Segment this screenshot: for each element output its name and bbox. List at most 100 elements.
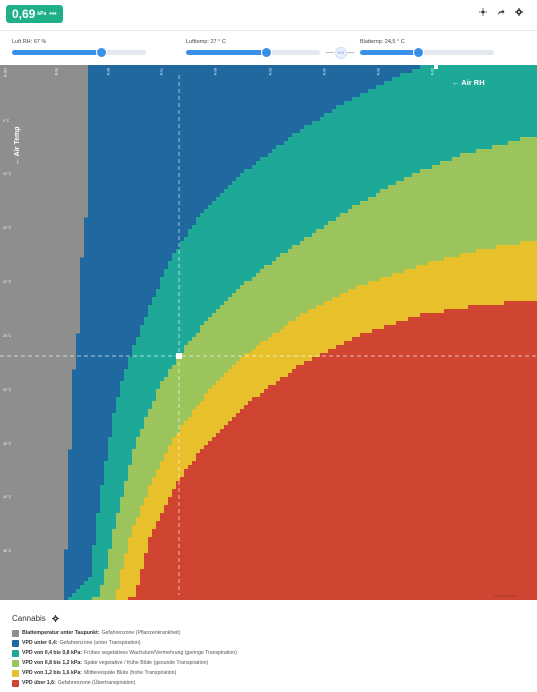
zone-below-dew-cell (0, 429, 72, 434)
zone-below-dew-cell (0, 301, 80, 306)
leaf-temp-slider[interactable] (360, 48, 494, 57)
zone-below-dew-cell (0, 353, 76, 358)
vpd-chart[interactable]: 100 % 90 % 80 % 70 % 60 % 50 % 40 % 30 % 20 % 5 … (0, 65, 537, 600)
zone-below-dew-cell (0, 177, 88, 182)
zone-below-dew-cell (0, 277, 80, 282)
legend-item-key: VPD über 1,6: (22, 680, 56, 686)
zone-over-16-cell (528, 301, 533, 600)
vpd-badge[interactable]: 0,69 kPa ••• (6, 5, 63, 23)
zone-below-dew-cell (0, 109, 88, 114)
zone-below-dew-cell (0, 529, 68, 534)
zone-below-dew-cell (0, 121, 88, 126)
zone-over-16-cell (524, 301, 529, 600)
air-temp-slider[interactable] (186, 48, 320, 57)
leaf-temp-slider-knob[interactable] (414, 48, 424, 57)
zone-below-dew-cell (0, 453, 68, 458)
legend-settings-gear-icon[interactable] (51, 615, 59, 622)
chart-watermark: vpd-calculator (494, 594, 517, 598)
zone-over-16-cell (380, 329, 385, 600)
x-tick-label: 50 % (268, 68, 272, 75)
zone-below-dew-cell (0, 561, 64, 566)
zone-over-16-cell (204, 445, 209, 600)
legend-item-text: Gefahrenzone (Übertranspiration) (57, 680, 136, 686)
zone-04-08-cell (80, 585, 85, 600)
x-tick-label: 60 % (213, 68, 217, 75)
zone-below-dew-cell (0, 189, 88, 194)
vpd-heatmap[interactable]: 100 % 90 % 80 % 70 % 60 % 50 % 40 % 30 % 20 % 5 … (0, 65, 537, 600)
zone-below-dew-cell (0, 257, 80, 262)
zone-below-dew-cell (0, 597, 64, 600)
zone-over-16-cell (260, 393, 265, 600)
air-temp-slider-fill (186, 50, 267, 55)
zone-04-08-cell (100, 485, 105, 600)
zone-below-dew-cell (0, 465, 68, 470)
zone-over-16-cell (152, 529, 157, 600)
zone-over-16-cell (424, 313, 429, 600)
zone-below-dew-cell (0, 425, 72, 430)
zone-below-dew-cell (0, 421, 72, 426)
zone-over-16-cell (212, 437, 217, 600)
zone-below-dew-cell (0, 149, 88, 154)
zone-below-dew-cell (0, 501, 68, 506)
zone-over-16-cell (240, 409, 245, 600)
zone-below-dew-cell (0, 89, 88, 94)
zone-04-08-cell (72, 593, 77, 600)
zone-over-16-cell (128, 597, 133, 600)
zone-below-dew-cell (0, 229, 84, 234)
zone-over-16-cell (376, 329, 381, 600)
zone-over-16-cell (232, 417, 237, 600)
settings-gear-icon[interactable] (515, 8, 523, 16)
zone-over-16-cell (164, 505, 169, 600)
link-toggle[interactable]: 0 D (326, 47, 354, 59)
zone-below-dew-cell (0, 461, 68, 466)
zone-over-16-cell (388, 325, 393, 600)
zone-below-dew-cell (0, 565, 64, 570)
zone-below-dew-cell (0, 361, 76, 366)
zone-over-16-cell (468, 305, 473, 600)
zone-below-dew-cell (0, 485, 68, 490)
crosshair-icon[interactable] (479, 8, 487, 16)
zone-below-dew-cell (0, 409, 72, 414)
zone-below-dew-cell (0, 517, 68, 522)
zone-below-dew-cell (0, 509, 68, 514)
zone-below-dew-cell (0, 393, 72, 398)
y-tick-label: 25 °C (3, 334, 12, 338)
zone-below-dew-cell (0, 345, 76, 350)
zone-08-12-cell (96, 597, 101, 600)
zone-over-16-cell (224, 425, 229, 600)
zone-over-16-cell (444, 309, 449, 600)
legend-item-key: VPD von 1,2 bis 1,6 kPa: (22, 670, 82, 676)
zone-12-16-cell (116, 589, 121, 600)
zone-12-16-cell (132, 525, 137, 600)
zone-below-dew-cell (0, 169, 88, 174)
zone-over-16-cell (284, 377, 289, 600)
zone-below-dew-cell (0, 237, 84, 242)
zone-over-16-cell (268, 385, 273, 600)
zone-below-dew-cell (0, 321, 80, 326)
legend-item-text: Frühes vegetatives Wachstum/Vermehrung (… (83, 650, 237, 656)
air-temp-slider-knob[interactable] (261, 48, 271, 57)
zone-below-dew-cell (0, 401, 72, 406)
zone-over-16-cell (276, 381, 281, 600)
zone-over-16-cell (508, 301, 513, 600)
share-icon[interactable] (497, 8, 505, 16)
zone-below-dew-cell (0, 593, 64, 598)
vpd-unit: kPa (37, 11, 47, 17)
rh-slider[interactable] (12, 48, 146, 57)
zone-over-16-cell (316, 357, 321, 600)
badge-menu-icon[interactable]: ••• (49, 10, 57, 18)
legend-swatch (12, 679, 19, 687)
current-point-marker[interactable] (176, 353, 182, 359)
x-tick-label: 70 % (159, 68, 163, 75)
zone-over-16-cell (184, 469, 189, 600)
zone-below-dew-cell (0, 549, 64, 554)
zone-04-08-cell (84, 581, 89, 600)
zone-below-dew-cell (0, 209, 88, 214)
rh-slider-knob[interactable] (97, 48, 107, 57)
zone-below-dew-cell (0, 265, 80, 270)
zone-over-16-cell (176, 481, 181, 600)
link-toggle-button[interactable]: 0 D (335, 47, 347, 59)
zone-below-dew-cell (0, 325, 80, 330)
zone-over-16-cell (320, 353, 325, 600)
zone-below-dew-cell (0, 145, 88, 150)
